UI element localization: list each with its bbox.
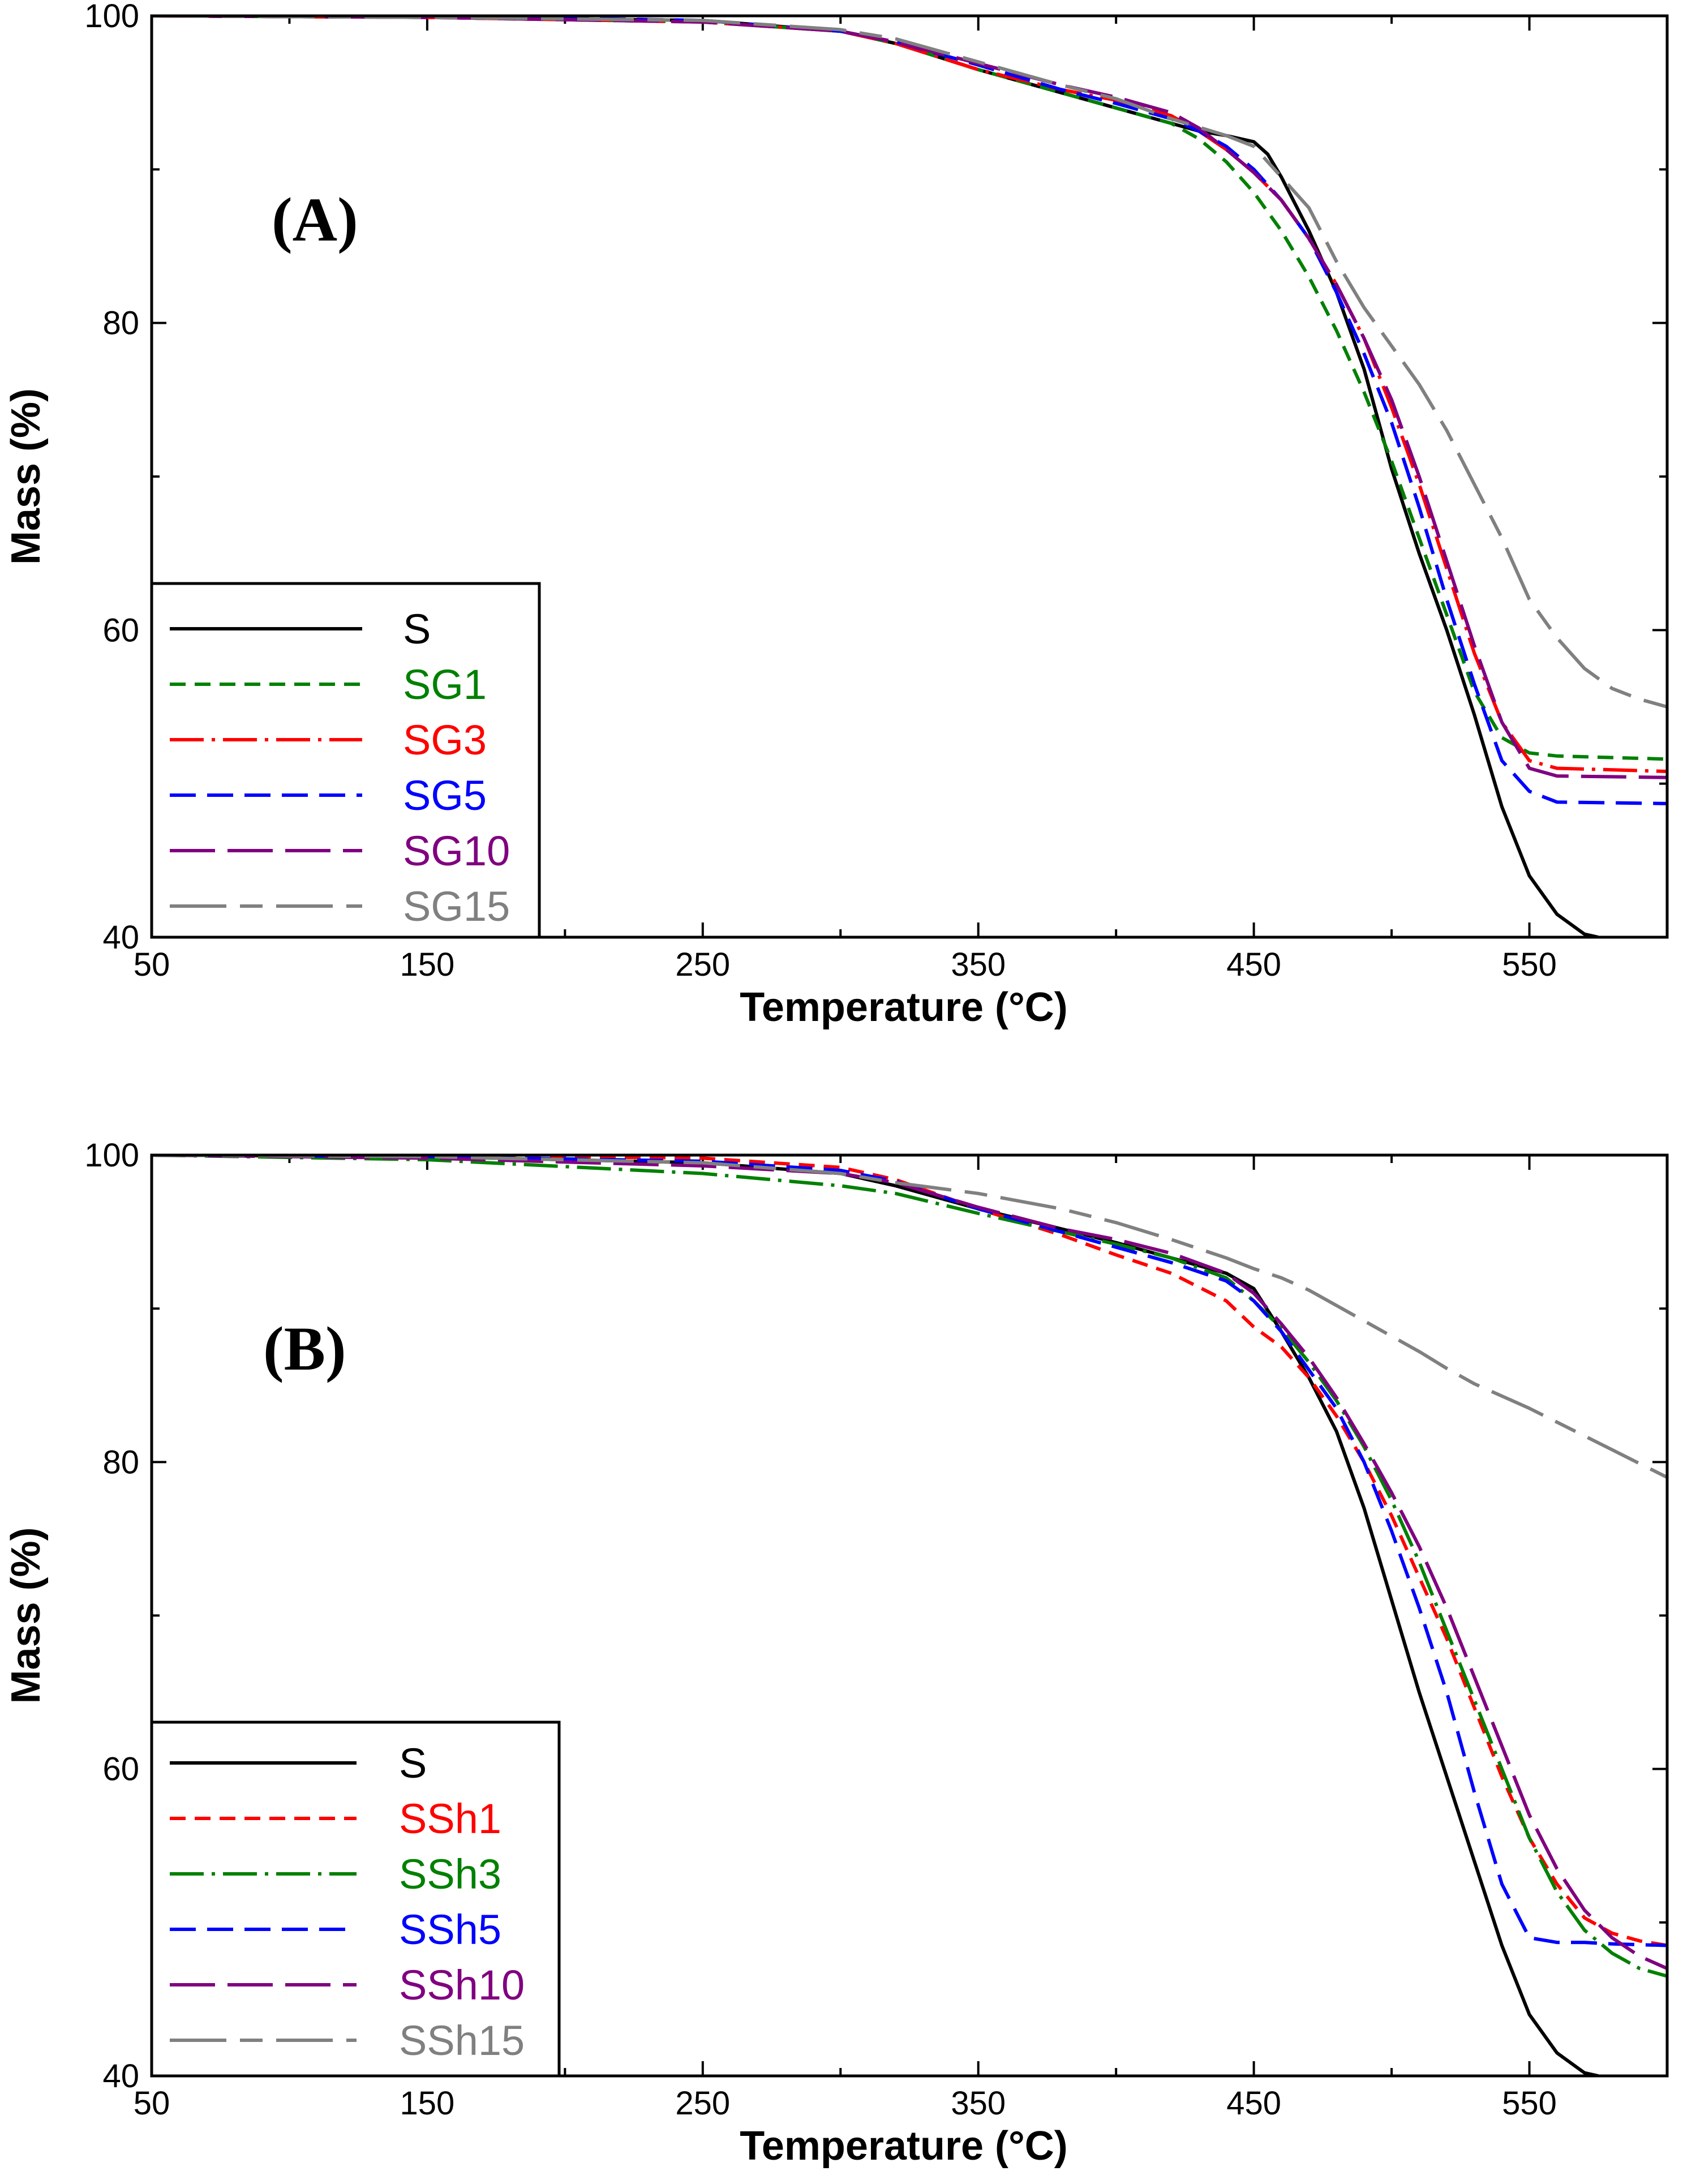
x-axis-title: Temperature (°C) [740,2123,1068,2169]
series-lines [152,16,1667,937]
x-tick-label: 350 [951,946,1006,983]
panel-label: (B) [263,1314,346,1383]
x-tick-label: 550 [1502,2085,1557,2122]
chart-panel-a: 50 150 250 350 450 550 40 60 80 100 Temperature (°… [3,0,1669,1030]
legend-label-sg10: SG10 [403,827,510,874]
legend-label-sg5: SG5 [403,772,487,819]
y-tick-label: 60 [102,1751,139,1788]
x-tick-label: 450 [1226,2085,1281,2122]
legend-label-sg15: SG15 [403,883,510,930]
panel-label: (A) [272,185,358,254]
series-line-sg10 [152,16,1667,779]
x-tick-label: 250 [675,2085,730,2122]
y-tick-label: 100 [84,1137,139,1174]
legend-label-ssh15: SSh15 [399,2017,525,2064]
legend: S SG1 SG3 SG5 SG10 SG15 [150,582,541,939]
legend: S SSh1 SSh3 SSh5 SSh10 SSh15 [150,1720,561,2078]
y-tick-label: 60 [102,612,139,649]
series-line-ssh10 [152,1155,1667,1970]
legend-label-s: S [403,606,431,653]
x-tick-label: 450 [1226,946,1281,983]
y-tick-label: 80 [102,305,139,342]
legend-label-s: S [399,1740,427,1787]
series-line-ssh5 [152,1155,1667,1947]
y-axis-title: Mass (%) [3,1527,49,1704]
series-line-ssh3 [152,1155,1667,1978]
legend-box [150,582,541,939]
plot-frame [150,1153,1669,2078]
x-tick-label: 50 [134,2085,170,2122]
legend-label-ssh3: SSh3 [399,1851,501,1898]
series-line-sg15 [152,16,1667,709]
y-axis-title: Mass (%) [3,388,49,565]
x-tick-label: 150 [400,946,455,983]
series-line-ssh15 [152,1155,1667,1479]
x-tick-label: 150 [400,2085,455,2122]
x-axis-title: Temperature (°C) [740,985,1068,1030]
legend-label-sg3: SG3 [403,716,487,763]
plot-frame [150,14,1669,939]
legend-label-ssh1: SSh1 [399,1795,501,1842]
y-tick-label: 40 [102,2058,139,2095]
y-tick-label: 40 [102,919,139,956]
x-tick-label: 250 [675,946,730,983]
y-tick-label: 80 [102,1444,139,1481]
legend-box [150,1720,561,2078]
chart-panel-b: 50 150 250 350 450 550 40 60 80 100 Temperature (°… [3,1137,1669,2169]
legend-label-ssh10: SSh10 [399,1962,525,2009]
legend-label-sg1: SG1 [403,661,487,708]
series-line-s [152,1155,1599,2076]
x-tick-label: 550 [1502,946,1557,983]
x-tick-label: 50 [134,946,170,983]
y-tick-label: 100 [84,0,139,35]
x-tick-label: 350 [951,2085,1006,2122]
legend-label-ssh5: SSh5 [399,1906,501,1953]
series-lines [152,1155,1667,2076]
